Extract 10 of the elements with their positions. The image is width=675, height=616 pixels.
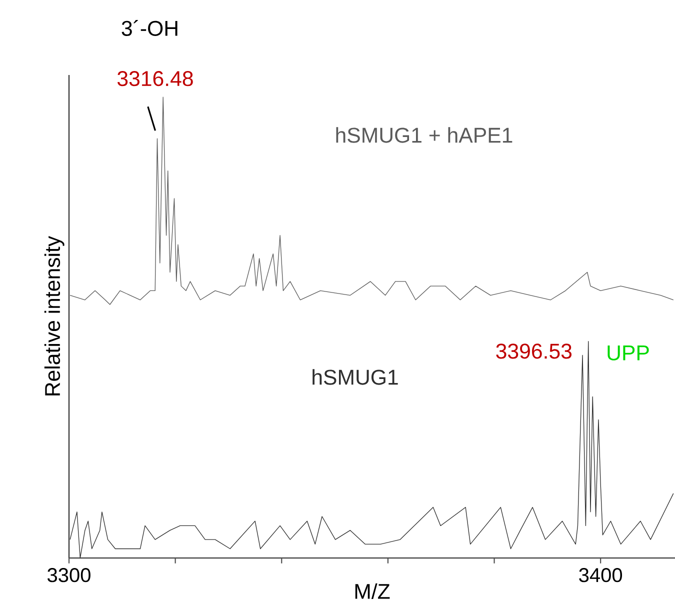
text: hSMUG1 xyxy=(312,369,398,385)
x-tick-label: 3400 xyxy=(579,568,622,582)
annotation: 3396.53 xyxy=(496,344,572,359)
x-tick-label: 3300 xyxy=(48,568,90,582)
x-axis-title: M/Z xyxy=(355,583,390,600)
y-axis-title: Relative intensity xyxy=(44,236,64,396)
text: 3´-OH xyxy=(122,20,178,36)
annotation: UPP xyxy=(608,346,649,360)
annotation: 3316.48 xyxy=(118,71,193,86)
text: hSMUG1 + hAPE1 xyxy=(336,127,512,143)
